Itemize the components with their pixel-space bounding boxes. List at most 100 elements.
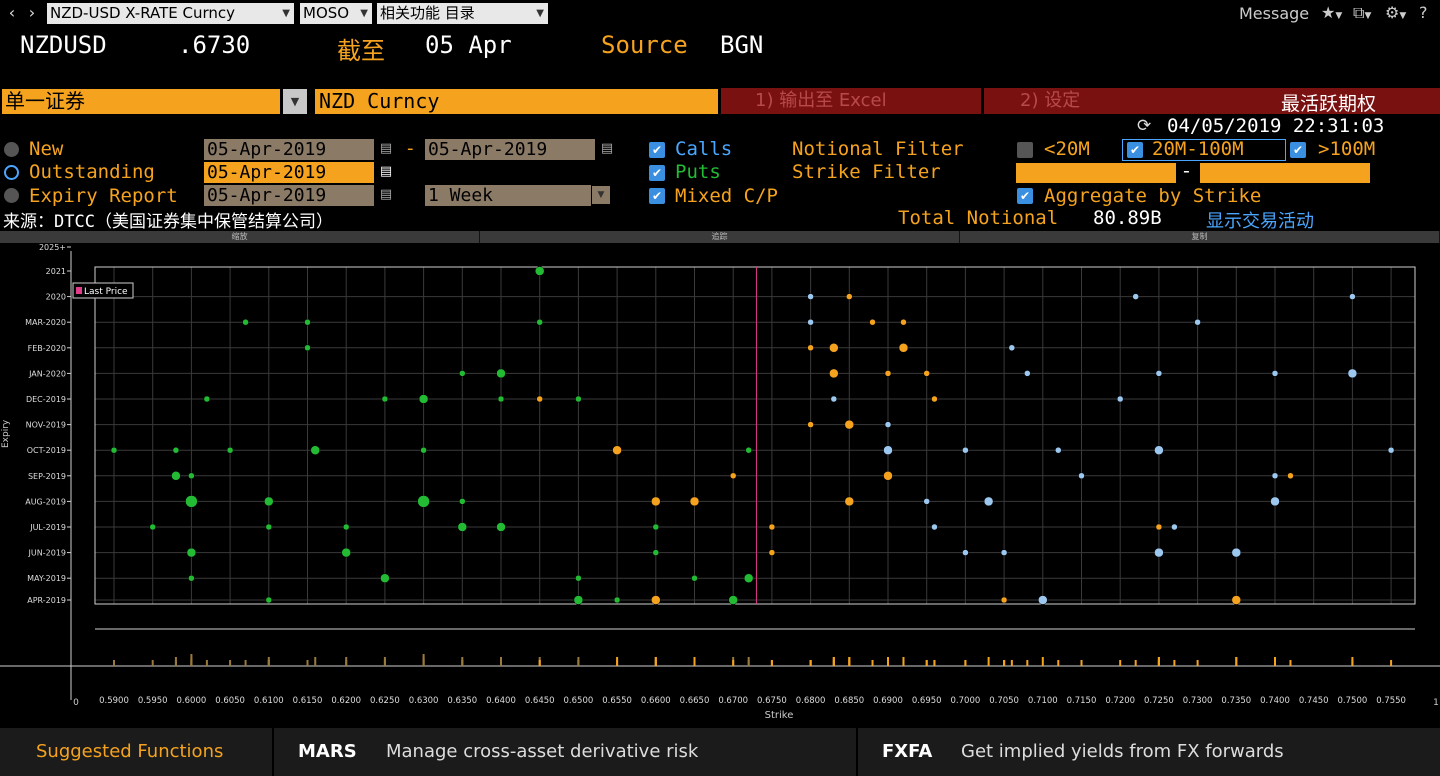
plot-frame (94, 266, 1416, 605)
most-active-options-title: 最活跃期权 (1281, 93, 1377, 115)
strike-range-dash: - (1183, 160, 1190, 182)
data-point-calls (242, 318, 249, 326)
function-field[interactable]: MOSO ▼ (300, 3, 372, 24)
x-tick-label: 0.7350 (1221, 696, 1251, 706)
x-tick-label: 0.6750 (757, 696, 787, 706)
data-point-puts (844, 419, 855, 430)
data-point-calls (188, 472, 195, 480)
expiry-date[interactable]: 05-Apr-2019 (204, 185, 374, 206)
data-point-puts (729, 472, 737, 480)
export-excel-button[interactable]: 1) 输出至 Excel (721, 88, 981, 114)
fxfa-description[interactable]: Get implied yields from FX forwards (961, 741, 1284, 762)
radio-expiry-report[interactable] (4, 188, 19, 203)
x-edge-left: 0 (73, 698, 79, 708)
volume-bar (809, 660, 812, 666)
data-point-calls (536, 318, 543, 326)
help-icon[interactable]: ? (1419, 3, 1428, 22)
volume-bar (1390, 660, 1393, 666)
data-point-puts (829, 343, 839, 353)
volume-bar (500, 657, 502, 666)
track-tool[interactable]: 追踪 (480, 231, 960, 243)
strike-expiry-chart[interactable]: 2025+ 2021 2020 MAR-2020 FEB-2020 JAN-2020 DEC… (0, 243, 1440, 728)
radio-outstanding[interactable] (4, 165, 19, 180)
mid-label: 20M-100M (1152, 138, 1244, 160)
data-point-calls (226, 446, 234, 454)
show-trades-link[interactable]: 显示交易活动 (1206, 211, 1314, 232)
x-axis-title: Strike (765, 710, 794, 721)
message-button[interactable]: Message (1239, 4, 1310, 23)
mid-checkbox[interactable]: ✔ (1127, 142, 1143, 158)
new-to-date[interactable]: 05-Apr-2019 (425, 139, 595, 160)
security-type-select[interactable]: 单一证券 (2, 89, 280, 114)
volume-bar (693, 657, 696, 666)
volume-bar (306, 660, 309, 666)
calendar-icon[interactable]: ▤ (379, 164, 393, 179)
data-point-calls (380, 573, 390, 583)
refresh-icon[interactable]: ⟳ (1137, 116, 1152, 136)
chevron-down-icon[interactable]: ▼ (360, 8, 368, 19)
strike-min-input[interactable] (1016, 163, 1176, 183)
as-of-label: 截至 (337, 37, 385, 65)
volume-bar (1134, 660, 1137, 666)
data-point-mixed (830, 395, 838, 403)
lt20m-checkbox[interactable] (1017, 142, 1033, 158)
volume-bar (770, 660, 773, 666)
security-input[interactable]: NZD Curncy (315, 89, 718, 114)
data-point-calls (203, 395, 211, 403)
puts-checkbox[interactable]: ✔ (649, 165, 665, 181)
gt100m-label: >100M (1318, 138, 1376, 160)
mars-code[interactable]: MARS (298, 741, 357, 762)
copy-tool[interactable]: 复制 (960, 231, 1440, 243)
gear-icon[interactable]: ⚙▼ (1385, 3, 1407, 22)
calls-checkbox[interactable]: ✔ (649, 142, 665, 158)
new-from-date[interactable]: 05-Apr-2019 (204, 139, 374, 160)
zoom-tool[interactable]: 缩放 (0, 231, 480, 243)
mixed-checkbox[interactable]: ✔ (649, 188, 665, 204)
timestamp: 04/05/2019 22:31:03 (1167, 115, 1385, 137)
back-arrow-icon[interactable]: ‹ (8, 3, 16, 22)
last-price-swatch (76, 287, 82, 294)
chevron-down-icon[interactable]: ▼ (592, 186, 610, 204)
y-tick-label: OCT-2019 (27, 446, 66, 455)
strike-filter-label: Strike Filter (792, 161, 941, 183)
aggregate-checkbox[interactable]: ✔ (1017, 188, 1033, 204)
data-point-mixed (1231, 547, 1242, 558)
puts-label: Puts (675, 161, 721, 183)
x-tick-label: 0.6800 (796, 696, 826, 706)
fxfa-code[interactable]: FXFA (882, 741, 933, 762)
data-point-mixed (807, 293, 814, 300)
new-label: New (29, 138, 64, 160)
related-functions-field[interactable]: 相关功能 目录 ▼ (377, 3, 548, 24)
settings-button[interactable]: 2) 设定 (984, 88, 1440, 114)
calendar-icon[interactable]: ▤ (600, 141, 614, 156)
range-dash: - (407, 138, 414, 159)
data-point-mixed (1000, 549, 1008, 556)
x-tick-label: 0.7100 (1028, 696, 1058, 706)
gt100m-checkbox[interactable]: ✔ (1290, 142, 1306, 158)
security-field[interactable]: NZD-USD X-RATE Curncy ▼ (47, 3, 294, 24)
security-field-value: NZD-USD X-RATE Curncy (50, 4, 236, 22)
source-note: 来源：DTCC（美国证券集中保管结算公司） (3, 212, 333, 232)
chevron-down-icon[interactable]: ▼ (282, 8, 290, 19)
strike-max-input[interactable] (1200, 163, 1370, 183)
chevron-down-icon[interactable]: ▼ (283, 89, 307, 114)
x-tick-label: 0.6050 (215, 696, 245, 706)
expiry-period-select[interactable]: 1 Week (425, 185, 591, 206)
star-icon[interactable]: ★▼ (1321, 3, 1343, 22)
y-tick-label: NOV-2019 (26, 421, 66, 430)
chevron-down-icon[interactable]: ▼ (536, 8, 544, 19)
data-point-mixed (962, 549, 969, 556)
forward-arrow-icon[interactable]: › (28, 3, 36, 22)
radio-new[interactable] (4, 142, 19, 157)
last-price: .6730 (178, 31, 251, 59)
calendar-icon[interactable]: ▤ (379, 187, 393, 202)
x-tick-label: 0.6650 (680, 696, 710, 706)
calendar-icon[interactable]: ▤ (379, 141, 393, 156)
outstanding-date[interactable]: 05-Apr-2019 (204, 162, 374, 183)
x-tick-label: 0.6250 (370, 696, 400, 706)
data-point-puts (884, 370, 892, 377)
mid-filter-box[interactable] (1122, 139, 1286, 161)
mars-description[interactable]: Manage cross-asset derivative risk (386, 741, 699, 762)
x-tick-label: 0.5950 (138, 696, 168, 706)
export-window-icon[interactable]: ⧉▼ (1353, 3, 1372, 22)
